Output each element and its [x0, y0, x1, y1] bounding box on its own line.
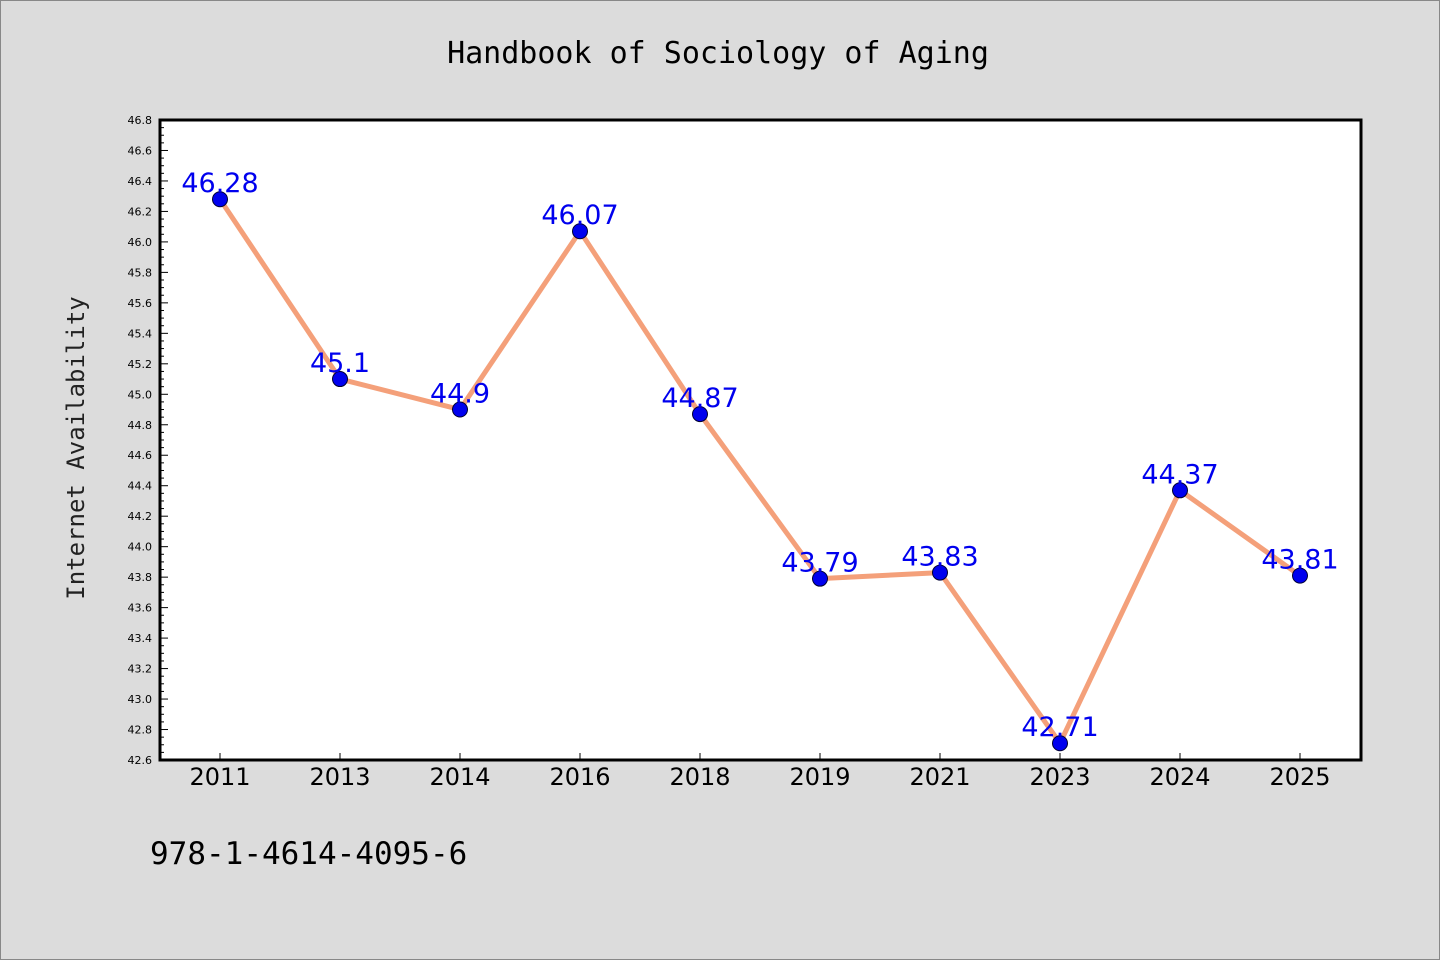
y-tick-label: 43.0: [128, 693, 153, 706]
data-point: [1052, 735, 1068, 752]
y-tick-label: 46.4: [128, 175, 153, 188]
plot-area: [158, 118, 1363, 762]
x-tick-label: 2025: [1269, 763, 1330, 791]
data-label: 43.83: [901, 542, 978, 573]
data-label: 44.87: [661, 383, 738, 414]
y-tick-label: 43.4: [128, 632, 153, 645]
y-tick-label: 46.0: [128, 236, 153, 249]
x-tick-label: 2014: [429, 763, 490, 791]
data-label: 46.28: [181, 168, 258, 199]
y-tick-label: 44.2: [128, 510, 153, 523]
y-tick-label: 42.8: [128, 724, 153, 737]
x-tick-label: 2018: [669, 763, 730, 791]
y-axis: 42.6 42.8 43.0 43.2 43.4 43.6 43.8 44.0 44.2 44.4…: [128, 114, 168, 767]
x-tick-label: 2024: [1149, 763, 1210, 791]
data-markers: [212, 191, 1308, 752]
x-tick-label: 2013: [309, 763, 370, 791]
y-tick-label: 45.8: [128, 266, 153, 279]
y-tick-label: 43.2: [128, 663, 153, 676]
isbn-footer: 978-1-4614-4095-6: [150, 836, 467, 872]
series-line: [217, 196, 1303, 746]
data-point: [452, 401, 468, 418]
data-label: 43.81: [1261, 545, 1338, 576]
data-point: [212, 191, 228, 208]
data-label: 44.37: [1141, 459, 1218, 490]
y-tick-label: 44.4: [128, 480, 153, 493]
x-tick-label: 2016: [549, 763, 610, 791]
data-label: 42.71: [1021, 712, 1098, 743]
x-tick-label: 2023: [1029, 763, 1090, 791]
data-label: 46.07: [541, 200, 618, 231]
y-tick-label: 43.6: [128, 602, 153, 615]
y-tick-label: 46.8: [128, 114, 153, 127]
data-point: [1172, 482, 1188, 499]
y-tick-label: 45.4: [128, 327, 153, 340]
y-tick-label: 42.6: [128, 754, 153, 767]
x-axis: 2011 2013 2014 2016 2018 2019 2021 2023 2024 2025: [189, 753, 1331, 791]
y-tick-label: 45.6: [128, 297, 153, 310]
data-label: 44.9: [430, 379, 490, 410]
data-label: 43.79: [781, 548, 858, 579]
x-tick-label: 2011: [189, 763, 250, 791]
data-point: [692, 406, 708, 423]
y-tick-label: 45.2: [128, 358, 153, 371]
y-tick-label: 43.8: [128, 571, 153, 584]
data-labels: 46.28 45.1 44.9 46.07 44.87 43.79 43.83 42.71 44…: [181, 168, 1338, 743]
y-tick-label: 44.6: [128, 449, 153, 462]
data-point: [572, 223, 588, 240]
chart-title: Handbook of Sociology of Aging: [447, 36, 989, 71]
x-tick-label: 2019: [789, 763, 850, 791]
data-point: [1292, 567, 1308, 584]
y-axis-label: Internet Availability: [62, 296, 90, 599]
y-tick-label: 45.0: [128, 388, 153, 401]
data-point: [932, 564, 948, 581]
data-point: [332, 371, 348, 388]
y-tick-label: 44.0: [128, 541, 153, 554]
y-tick-label: 44.8: [128, 419, 153, 432]
x-tick-label: 2021: [909, 763, 970, 791]
data-label: 45.1: [310, 348, 370, 379]
y-tick-label: 46.6: [128, 144, 153, 157]
data-point: [812, 570, 828, 587]
y-tick-label: 46.2: [128, 205, 153, 218]
